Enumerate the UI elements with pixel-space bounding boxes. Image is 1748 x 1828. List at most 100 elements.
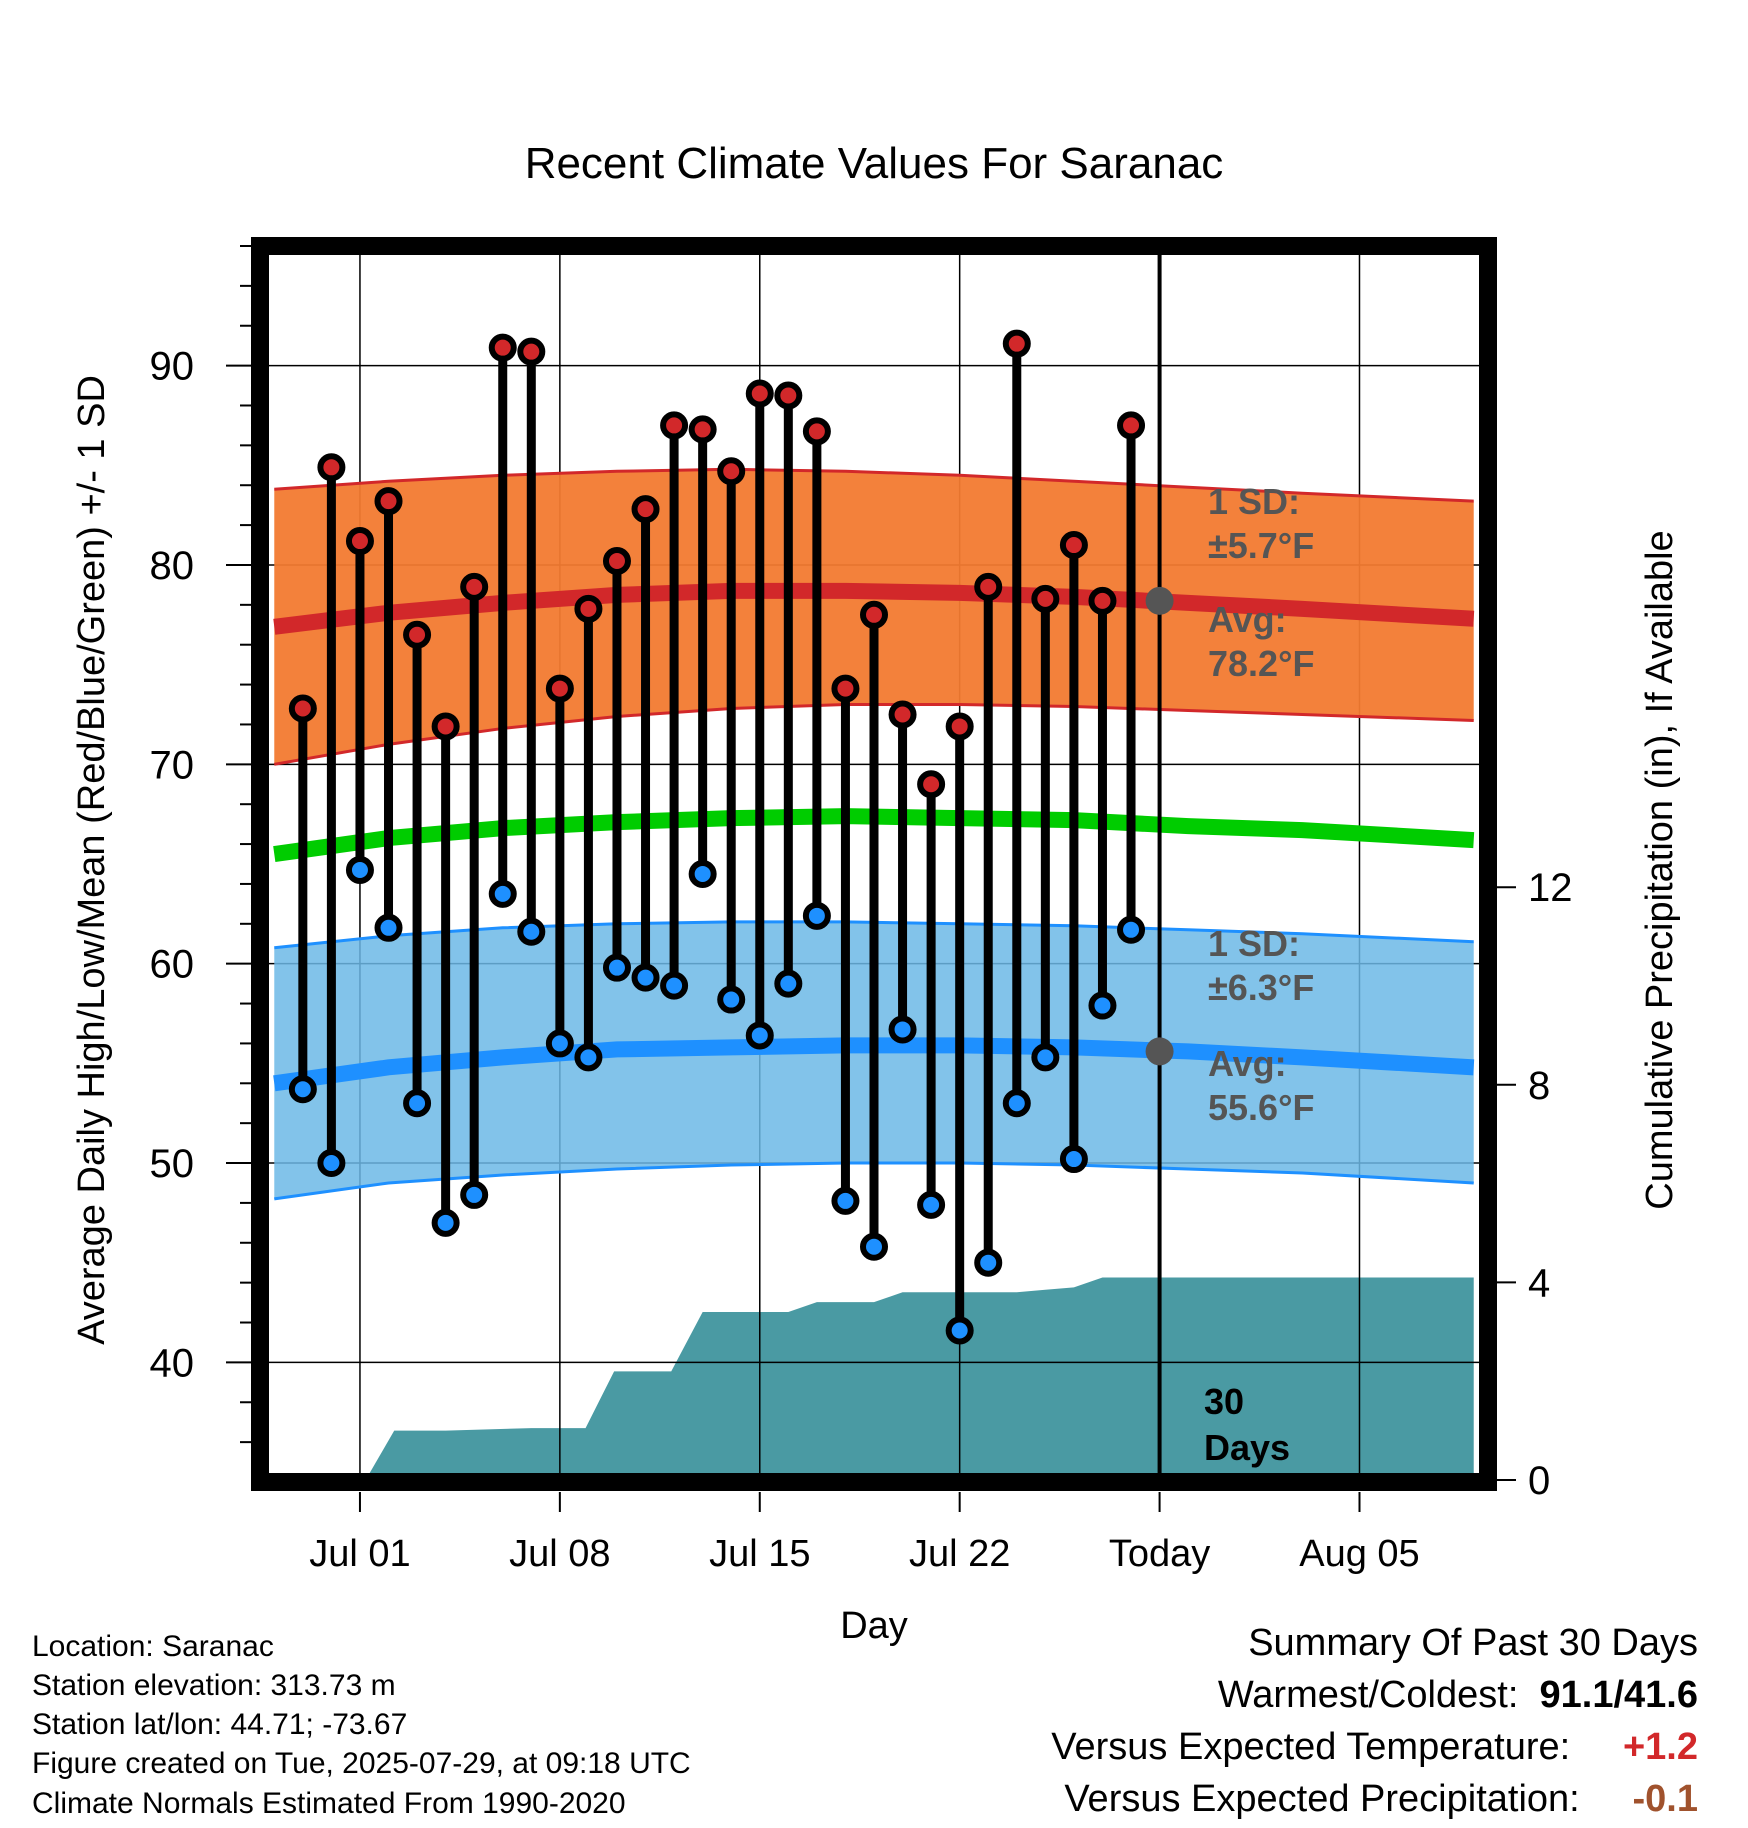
low-sd-value: ±6.3°F [1208,967,1314,1008]
precipitation-area [274,1277,1474,1480]
high-point [631,495,660,524]
elevation-text: Station elevation: 313.73 m [32,1669,396,1702]
low-point [774,969,803,998]
low-point [831,1186,860,1215]
high-avg-value: 78.2°F [1208,643,1314,684]
high-point [317,453,346,482]
high-point [345,527,374,556]
low-point [374,913,403,942]
low-point [631,963,660,992]
high-point [488,333,517,362]
low-point [288,1075,317,1104]
low-point [602,953,631,982]
high-point [974,572,1003,601]
high-point [545,674,574,703]
high-point [1117,411,1146,440]
low-point [860,1232,888,1261]
high-point [374,487,403,516]
summary-warmest-coldest: Warmest/Coldest: 91.1/41.6 [1218,1674,1698,1717]
y2-tick-label: 8 [1528,1064,1550,1108]
plot-frame [251,237,1497,1491]
high-upper-line [274,467,1474,503]
x-tick-label: Jul 08 [509,1533,610,1575]
low-point [574,1043,603,1072]
x-axis-label: Day [840,1605,908,1647]
high-point [517,337,546,366]
chart-title: Recent Climate Values For Saranac [525,139,1224,188]
summary-temp: Versus Expected Temperature: +1.2 [1051,1726,1698,1769]
low-point [1059,1145,1088,1174]
low-point [317,1149,346,1178]
summary-title: Summary Of Past 30 Days [1248,1622,1698,1664]
low-point [545,1029,574,1058]
y2-axis-label: Cumulative Precipitation (in), If Availa… [1639,530,1681,1209]
y-tick-label: 40 [150,1341,195,1385]
warmest-coldest-label: Warmest/Coldest: [1217,1674,1519,1716]
precip-value: -0.1 [1632,1778,1698,1820]
x-tick-label: Jul 22 [909,1533,1010,1575]
low-avg-label: Avg: [1208,1043,1287,1084]
low-point [945,1316,974,1345]
low-point [517,917,546,946]
low-point [660,971,689,1000]
today-days-label-unit: Days [1204,1427,1290,1468]
high-point [431,712,460,741]
high-point [1002,329,1031,358]
created-text: Figure created on Tue, 2025-07-29, at 09… [32,1747,691,1780]
axes-layer: 40 50 60 70 80 90 0 4 8 12 Jul 01 Jul 08 Jul 15 Jul 2… [150,237,1573,1575]
low-point [1031,1043,1060,1072]
high-point [403,620,432,649]
high-point [831,674,860,703]
y-tick-label: 60 [150,943,195,987]
low-point [1002,1089,1031,1118]
high-point [860,600,888,629]
low-sd-label: 1 SD: [1208,923,1300,964]
high-point [774,381,803,410]
high-point [917,770,946,799]
high-avg-marker [1145,586,1174,615]
x-tick-label: Jul 01 [309,1533,410,1575]
y-tick-label: 80 [150,544,195,588]
temp-label: Versus Expected Temperature: [1051,1726,1571,1768]
high-avg-label: Avg: [1208,599,1287,640]
x-tick-label: Jul 15 [709,1533,810,1575]
high-point [1031,584,1060,613]
low-point [745,1021,774,1050]
high-point [688,415,717,444]
low-point [403,1089,432,1118]
low-point [974,1248,1003,1277]
low-point [460,1180,489,1209]
y2-tick-label: 12 [1528,866,1573,910]
high-point [660,411,689,440]
x-tick-label: Today [1109,1533,1210,1575]
location-text: Location: Saranac [32,1630,274,1663]
y2-tick-label: 4 [1528,1261,1550,1305]
high-point [574,594,603,623]
low-avg-marker [1145,1037,1174,1066]
low-point [431,1208,460,1237]
y-tick-label: 70 [150,743,195,787]
low-point [1117,915,1146,944]
high-point [802,417,831,446]
low-point [802,901,831,930]
summary-precip: Versus Expected Precipitation: -0.1 [1064,1778,1698,1821]
high-point [745,379,774,408]
high-point [945,712,974,741]
low-point [488,879,517,908]
warmest-coldest-value: 91.1/41.6 [1539,1674,1698,1716]
low-point [717,985,746,1014]
high-point [888,700,917,729]
high-point [717,457,746,486]
high-point [460,572,489,601]
high-point [602,546,631,575]
high-avg-line [273,582,1475,635]
high-point [1088,586,1117,615]
y2-tick-label: 0 [1528,1459,1550,1503]
low-avg-value: 55.6°F [1208,1087,1314,1128]
low-point [1088,991,1117,1020]
high-sd-label: 1 SD: [1208,481,1300,522]
low-point [888,1015,917,1044]
low-point [345,855,374,884]
